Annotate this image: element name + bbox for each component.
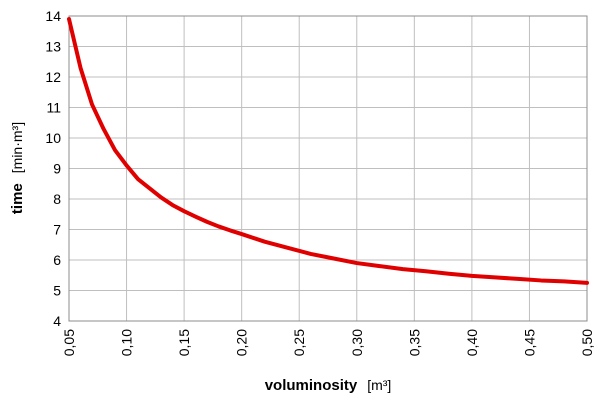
y-tick-label: 14 xyxy=(45,8,61,24)
y-tick-label: 10 xyxy=(45,130,61,146)
x-tick-label: 0,45 xyxy=(521,329,537,356)
y-axis-ticks: 4 5 6 7 8 9 10 11 12 13 14 xyxy=(45,8,61,329)
y-tick-label: 6 xyxy=(53,252,61,268)
x-tick-label: 0,20 xyxy=(234,329,250,356)
x-axis-label: voluminosity [m³] xyxy=(265,377,392,394)
x-axis-ticks: 0,05 0,10 0,15 0,20 0,25 0,30 0,35 0,40 0,45 0,50 xyxy=(61,329,595,356)
y-tick-label: 12 xyxy=(45,69,61,85)
y-tick-label: 11 xyxy=(46,100,61,116)
x-tick-label: 0,05 xyxy=(61,329,77,356)
y-tick-label: 13 xyxy=(45,39,61,55)
series-line xyxy=(67,17,589,285)
x-tick-label: 0,35 xyxy=(406,329,422,356)
y-tick-label: 9 xyxy=(53,161,61,177)
y-axis-title: time xyxy=(9,183,26,214)
x-tick-label: 0,30 xyxy=(349,329,365,356)
x-tick-label: 0,25 xyxy=(291,329,307,356)
x-tick-label: 0,40 xyxy=(464,329,480,356)
series-layer xyxy=(67,17,589,285)
y-axis-unit: [min·m³] xyxy=(9,122,25,173)
y-tick-label: 5 xyxy=(53,283,61,299)
x-tick-label: 0,10 xyxy=(119,329,135,356)
x-axis-unit: [m³] xyxy=(367,377,391,393)
y-tick-label: 8 xyxy=(53,191,61,207)
x-tick-label: 0,50 xyxy=(579,329,595,356)
x-tick-label: 0,15 xyxy=(176,329,192,356)
y-axis-label: time [min·m³] xyxy=(9,122,26,214)
plot-area-frame xyxy=(68,15,588,322)
y-tick-label: 4 xyxy=(53,313,61,329)
x-axis-title: voluminosity xyxy=(265,377,358,394)
y-tick-label: 7 xyxy=(53,222,61,238)
gridlines xyxy=(68,15,588,322)
